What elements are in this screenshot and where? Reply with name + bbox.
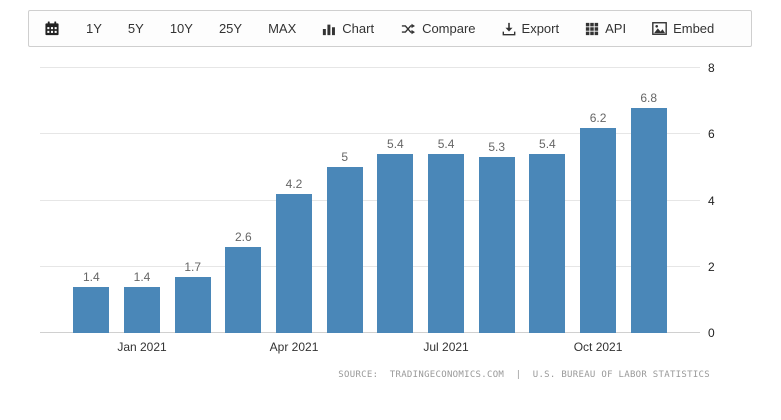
bar-series: 1.4 1.4 1.7 2.6 4.2 5 5.4 5.4 5.3 5.4 6.2 6.8 (40, 68, 700, 333)
bar[interactable] (478, 157, 515, 333)
gridline (40, 199, 700, 201)
bar-value-label: 5.4 (437, 137, 455, 152)
x-axis-tick-label (471, 340, 522, 356)
bar-column: 5.4 (522, 68, 573, 333)
bar-column: 6.2 (573, 68, 624, 333)
download-icon (502, 22, 515, 35)
bar-value-label: 4.2 (285, 176, 303, 191)
export-button[interactable]: Export (502, 21, 560, 36)
compare-button-label: Compare (422, 21, 476, 36)
x-axis-tick-label: Apr 2021 (269, 340, 319, 354)
x-axis-tick-label (66, 340, 117, 356)
gridline (40, 67, 700, 68)
image-icon (652, 22, 667, 35)
bar[interactable] (326, 167, 363, 333)
bar-chart-icon (323, 24, 336, 35)
embed-button-label: Embed (673, 21, 715, 36)
x-axis: Jan 2021 Apr 2021 Jul 2021 Oct 2021 (40, 340, 700, 356)
compare-arrows-icon (401, 23, 416, 34)
gridline (40, 332, 700, 333)
bar-value-label: 5.4 (539, 137, 556, 152)
gridline (40, 133, 700, 135)
bar-value-label: 5.4 (387, 137, 404, 152)
bar[interactable] (428, 154, 465, 333)
calendar-button[interactable] (44, 21, 60, 36)
x-axis-tick-label (167, 340, 218, 356)
bar[interactable] (630, 107, 667, 333)
api-button-label: API (605, 21, 627, 36)
bar-column: 2.6 (218, 68, 269, 333)
grid-icon (585, 22, 599, 35)
bar[interactable] (73, 286, 110, 333)
bar-column: 5.4 (370, 68, 421, 333)
bar-column: 1.4 (117, 68, 168, 333)
bar-value-label: 1.4 (133, 269, 151, 284)
bar-column: 5.3 (471, 68, 522, 333)
plot-area: 1.4 1.4 1.7 2.6 4.2 5 5.4 5.4 5.3 5.4 6.2 6.8 (40, 67, 700, 333)
range-button-max[interactable]: MAX (268, 21, 297, 36)
y-axis-tick-label: 2 (708, 259, 715, 274)
x-axis-tick-label (522, 340, 573, 356)
bar-column: 5 (319, 68, 370, 333)
bar-column: 4.2 (269, 68, 320, 333)
range-button-1y[interactable]: 1Y (86, 21, 102, 36)
bar[interactable] (225, 246, 262, 333)
source-attribution: SOURCE: TRADINGECONOMICS.COM | U.S. BURE… (338, 370, 710, 380)
range-button-25y[interactable]: 25Y (218, 21, 243, 36)
api-button[interactable]: API (585, 22, 626, 36)
bar[interactable] (529, 154, 566, 333)
bar-value-label: 2.6 (235, 229, 252, 244)
x-axis-tick-label: Jul 2021 (423, 340, 469, 354)
bar-value-label: 5 (341, 150, 349, 165)
bar-column: 5.4 (421, 68, 472, 333)
bar-column: 1.7 (167, 68, 218, 333)
gridline (40, 265, 700, 267)
x-axis-tick-label (623, 340, 674, 356)
x-axis-tick-label: Oct 2021 (573, 340, 623, 354)
x-axis-tick-label (218, 340, 269, 356)
bar[interactable] (276, 193, 313, 333)
chart-toolbar: 1Y 5Y 10Y 25Y MAX Chart Compare (28, 10, 752, 47)
embed-button[interactable]: Embed (652, 22, 714, 35)
calendar-icon (45, 21, 59, 36)
bar-value-label: 6.2 (589, 110, 607, 125)
range-button-5y[interactable]: 5Y (127, 21, 144, 36)
bar-value-label: 1.7 (184, 259, 202, 274)
bar-column: 6.8 (623, 68, 674, 333)
x-axis-tick-label (370, 340, 421, 356)
x-axis-tick-label: Jan 2021 (117, 340, 167, 354)
bar-value-label: 6.8 (640, 90, 658, 105)
bar[interactable] (580, 127, 617, 333)
bar[interactable] (174, 276, 211, 333)
bar-column: 1.4 (66, 68, 117, 333)
compare-button[interactable]: Compare (400, 21, 476, 36)
chart-button-label: Chart (342, 21, 375, 36)
y-axis-tick-label: 6 (708, 127, 715, 142)
export-button-label: Export (521, 21, 560, 36)
bar[interactable] (377, 154, 414, 333)
y-axis: 0 2 4 6 8 (708, 62, 732, 339)
bar-value-label: 5.3 (488, 140, 506, 155)
bar-value-label: 1.4 (82, 269, 100, 284)
range-button-10y[interactable]: 10Y (169, 21, 193, 36)
y-axis-tick-label: 4 (708, 193, 715, 208)
x-axis-tick-label (319, 340, 370, 356)
bar[interactable] (124, 286, 160, 333)
y-axis-tick-label: 8 (708, 61, 715, 75)
chart-type-button[interactable]: Chart (322, 22, 374, 36)
y-axis-tick-label: 0 (708, 326, 715, 340)
